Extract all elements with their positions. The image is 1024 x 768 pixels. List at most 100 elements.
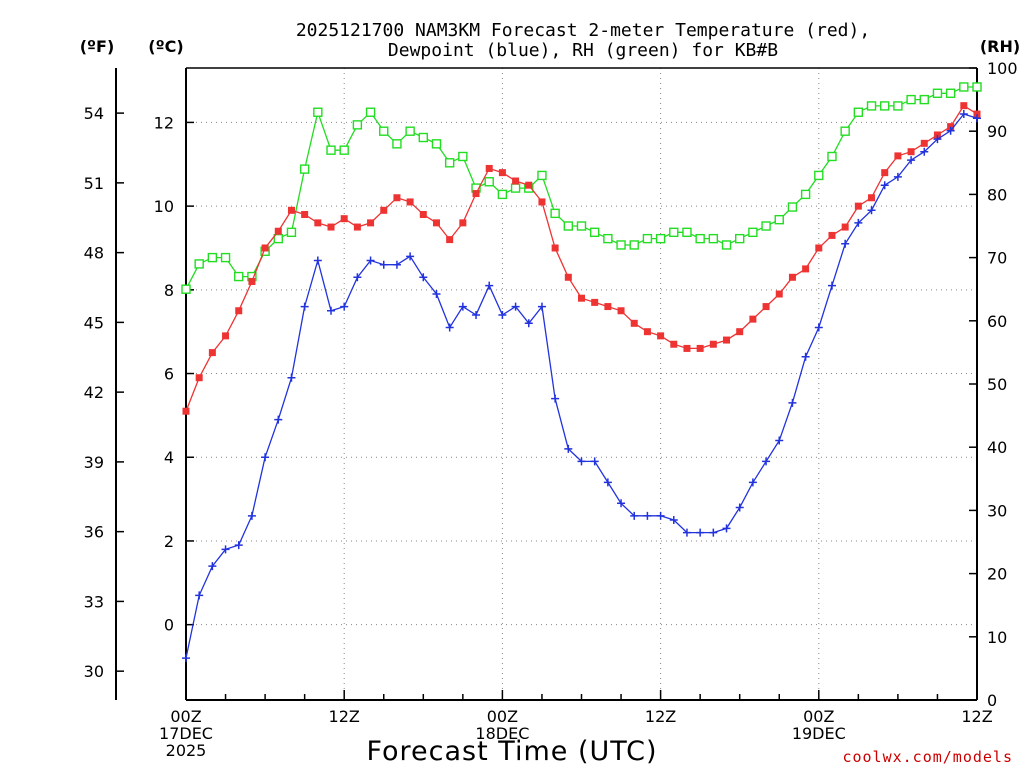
dewpoint-point (841, 239, 850, 248)
rh-point (497, 189, 508, 200)
temperature-point (960, 102, 968, 110)
temperature-point (380, 206, 388, 214)
chart-title-line2: Dewpoint (blue), RH (green) for KB#B (388, 40, 778, 61)
fahrenheit-tick-label: 30 (84, 662, 104, 681)
dewpoint-point (261, 453, 270, 462)
rh-point (682, 227, 692, 238)
dewpoint-line (185, 113, 978, 659)
dewpoint-point (366, 256, 375, 265)
temperature-point (591, 298, 599, 306)
celsius-tick-label: 10 (154, 197, 174, 216)
rh-tick-label: 80 (987, 185, 1007, 204)
fahrenheit-tick-label: 36 (84, 523, 104, 542)
chart-title-line1: 2025121700 NAM3KM Forecast 2-meter Tempe… (296, 20, 870, 41)
rh-point (800, 189, 811, 200)
rh-point (616, 240, 626, 250)
dewpoint-point (406, 252, 415, 261)
dewpoint-point (195, 591, 204, 600)
fahrenheit-tick-label: 54 (84, 104, 104, 123)
temperature-point (353, 223, 361, 231)
rh-point (972, 82, 982, 92)
rh-tick-label: 20 (987, 565, 1007, 584)
dewpoint-point (762, 457, 771, 466)
dewpoint-point (682, 528, 691, 537)
credit-text: coolwx.com/models (842, 748, 1013, 766)
temperature-point (736, 328, 744, 336)
time-tick-label: 17DEC (159, 724, 213, 743)
rh-point (392, 139, 402, 149)
dewpoint-point (973, 114, 981, 123)
temperature-point (274, 227, 282, 235)
dewpoint-point (722, 524, 731, 533)
rh-point (893, 101, 903, 111)
rh-point (220, 252, 231, 263)
dewpoint-point (603, 478, 612, 487)
fahrenheit-tick-label: 33 (84, 592, 104, 611)
dewpoint-point (564, 444, 573, 453)
fahrenheit-tick-label: 42 (84, 383, 104, 402)
temperature-point (525, 181, 533, 189)
dewpoint-point (696, 528, 705, 537)
temperature-point (802, 265, 810, 273)
time-tick-label: 12Z (961, 707, 992, 726)
temperature-point (301, 210, 309, 218)
rh-point (365, 107, 376, 117)
rh-tick-label: 50 (987, 375, 1007, 394)
rh-series (181, 82, 982, 294)
dewpoint-point (801, 352, 810, 361)
dewpoint-point (827, 281, 836, 290)
rh-tick-label: 30 (987, 501, 1007, 520)
celsius-tick-label: 0 (164, 616, 174, 635)
fahrenheit-unit-label: (ºF) (80, 37, 115, 56)
temperature-point (327, 223, 335, 231)
dewpoint-point (485, 281, 494, 290)
rh-point (866, 101, 877, 111)
temperature-point (287, 206, 295, 214)
rh-tick-label: 70 (987, 249, 1007, 268)
rh-point (234, 271, 244, 282)
temperature-point (393, 194, 401, 202)
temperature-point (670, 340, 678, 348)
rh-tick-label: 90 (987, 122, 1007, 141)
dewpoint-point (814, 323, 823, 332)
rh-point (735, 233, 745, 244)
temperature-point (578, 294, 585, 302)
temperature-point (907, 148, 915, 156)
dewpoint-point (709, 528, 718, 537)
rh-point (326, 145, 336, 155)
temperature-point (709, 340, 717, 348)
temperature-point (208, 349, 216, 357)
rh-point (959, 82, 969, 92)
rh-point (669, 227, 679, 238)
rh-point (405, 126, 415, 136)
temperature-point (564, 273, 572, 281)
time-tick-label: 2025 (166, 741, 207, 760)
time-tick-label: 00Z (487, 707, 518, 726)
dewpoint-point (221, 545, 230, 554)
temperature-point (538, 198, 546, 206)
dewpoint-point (735, 503, 744, 512)
rh-point (814, 170, 824, 181)
rh-tick-label: 0 (987, 691, 997, 710)
temperature-point (630, 319, 638, 327)
rh-point (299, 164, 310, 174)
temperature-point (854, 202, 862, 210)
dewpoint-point (748, 478, 757, 487)
temperature-point (195, 374, 203, 382)
dewpoint-point (498, 310, 507, 319)
temperature-point (828, 231, 836, 239)
dewpoint-point (208, 562, 217, 571)
rh-point (537, 170, 547, 181)
dewpoint-point (788, 398, 797, 407)
dewpoint-point (656, 511, 665, 520)
temperature-point (182, 407, 190, 415)
dewpoint-point (775, 436, 784, 445)
celsius-axis-ticks: 0 2 4 6 8 10 12 (154, 113, 194, 635)
dewpoint-point (313, 256, 322, 265)
rh-point (458, 151, 468, 162)
dewpoint-point (854, 218, 863, 227)
time-tick-label: 00Z (803, 707, 834, 726)
rh-point (708, 233, 719, 244)
dewpoint-point (867, 206, 876, 215)
rh-tick-label: 100 (987, 59, 1018, 78)
